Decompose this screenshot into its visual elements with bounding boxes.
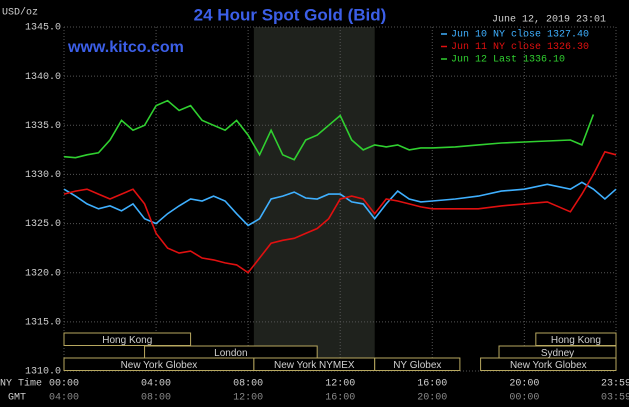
site-label: www.kitco.com — [67, 39, 184, 56]
x2-axis-label: GMT — [8, 393, 26, 404]
session-box — [63, 332, 192, 346]
timestamp: June 12, 2019 23:01 — [492, 15, 606, 26]
x2-tick-label: 16:00 — [325, 393, 355, 404]
x-tick-label: 08:00 — [233, 379, 263, 390]
session-label: New York Globex — [121, 360, 198, 371]
y-tick-label: 1325.0 — [25, 219, 61, 230]
session-box — [374, 357, 461, 371]
x2-tick-label: 03:59 — [601, 393, 629, 404]
y-tick-label: 1310.0 — [25, 367, 61, 378]
legend-entry: Jun 10 NY close 1327.40 — [451, 29, 589, 41]
y-tick-label: 1320.0 — [25, 268, 61, 279]
session-label: NY Globex — [393, 360, 441, 371]
series-line — [63, 150, 617, 274]
series-line — [63, 99, 595, 161]
session-label: London — [214, 348, 247, 359]
x-tick-label: 20:00 — [509, 379, 539, 390]
y-tick-label: 1335.0 — [25, 121, 61, 132]
x2-tick-label: 08:00 — [141, 393, 171, 404]
series-line — [63, 181, 617, 227]
y-axis-label: USD/oz — [2, 7, 38, 19]
x-axis-label: NY Time — [0, 378, 42, 390]
session-label: New York Globex — [510, 360, 587, 371]
x-tick-label: 16:00 — [417, 379, 447, 390]
x-tick-label: 23:59 — [601, 379, 629, 390]
y-tick-label: 1315.0 — [25, 317, 61, 328]
session-label: Hong Kong — [551, 335, 601, 346]
x2-tick-label: 12:00 — [233, 393, 263, 404]
x-tick-label: 04:00 — [141, 379, 171, 390]
y-tick-label: 1345.0 — [25, 23, 61, 34]
session-label: New York NYMEX — [274, 360, 355, 371]
x-tick-label: 00:00 — [49, 379, 79, 390]
y-tick-label: 1340.0 — [25, 72, 61, 83]
x2-tick-label: 00:00 — [509, 393, 539, 404]
legend-entry: Jun 12 Last 1336.10 — [451, 55, 565, 66]
session-label: Sydney — [541, 348, 574, 359]
x2-tick-label: 20:00 — [417, 393, 447, 404]
legend-entry: Jun 11 NY close 1326.30 — [451, 41, 589, 53]
x-tick-label: 12:00 — [325, 379, 355, 390]
x2-tick-label: 04:00 — [49, 393, 79, 404]
session-box — [480, 357, 617, 371]
chart-title: 24 Hour Spot Gold (Bid) — [194, 5, 387, 24]
y-tick-label: 1330.0 — [25, 170, 61, 181]
session-label: Hong Kong — [102, 335, 152, 346]
